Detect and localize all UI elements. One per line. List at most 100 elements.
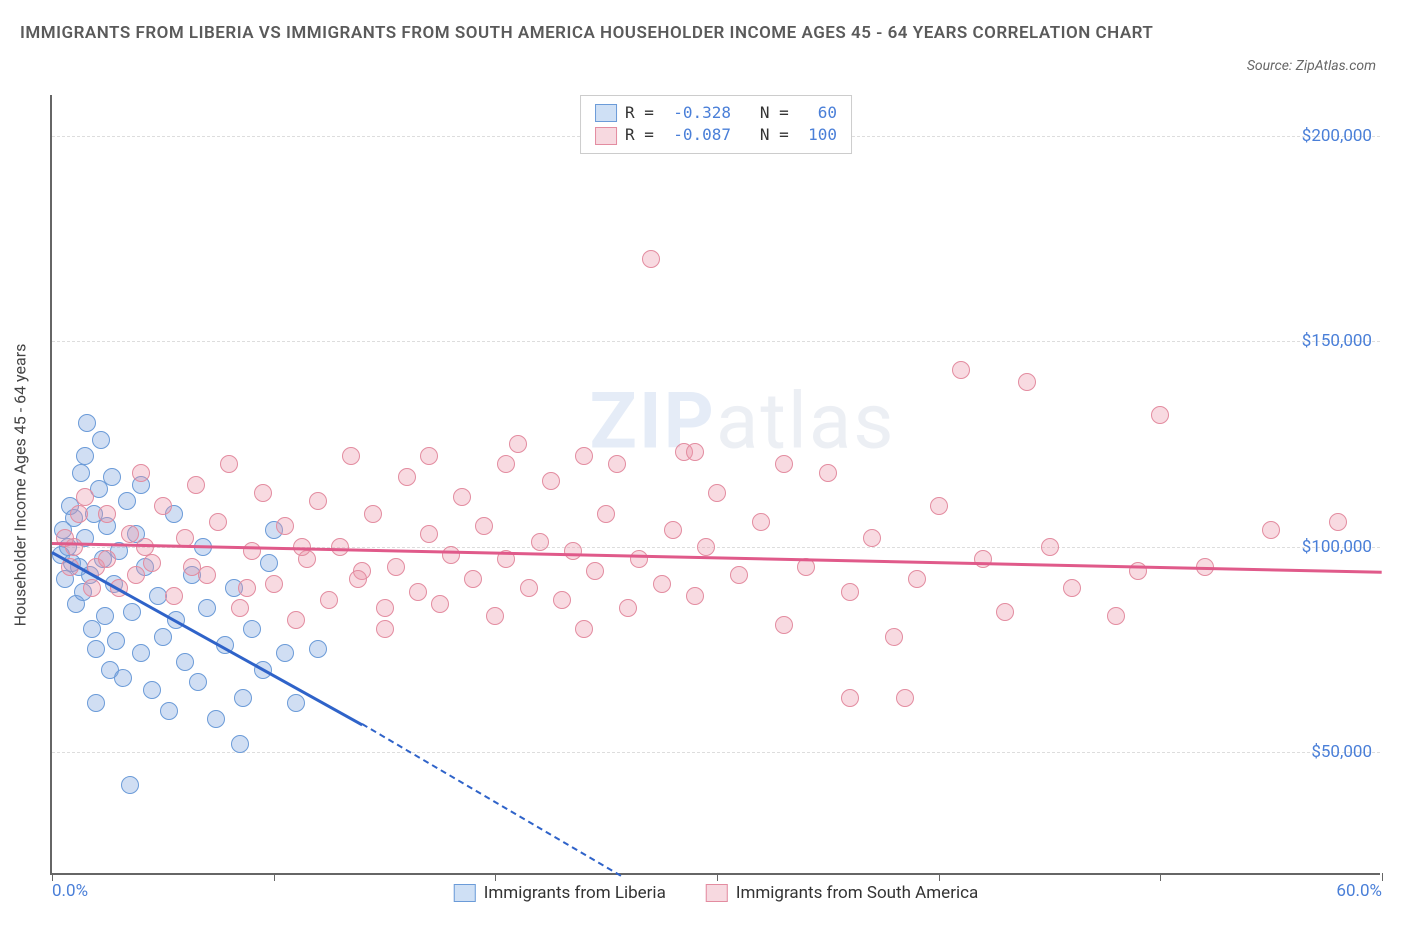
data-point xyxy=(265,575,283,593)
y-tick-label: $200,000 xyxy=(1302,126,1372,146)
data-point xyxy=(154,628,172,646)
data-point xyxy=(83,579,101,597)
data-point xyxy=(553,591,571,609)
data-point xyxy=(708,484,726,502)
data-point xyxy=(486,607,504,625)
data-point xyxy=(996,603,1014,621)
plot-region: ZIPatlas R = -0.328 N = 60R = -0.087 N =… xyxy=(50,95,1380,875)
data-point xyxy=(442,546,460,564)
data-point xyxy=(176,653,194,671)
legend-stats: R = -0.087 N = 100 xyxy=(625,124,837,146)
data-point xyxy=(885,628,903,646)
data-point xyxy=(107,632,125,650)
data-point xyxy=(1107,607,1125,625)
data-point xyxy=(608,455,626,473)
data-point xyxy=(841,689,859,707)
data-point xyxy=(189,673,207,691)
data-point xyxy=(653,575,671,593)
data-point xyxy=(127,566,145,584)
data-point xyxy=(453,488,471,506)
data-point xyxy=(123,603,141,621)
data-point xyxy=(1262,521,1280,539)
data-point xyxy=(475,517,493,535)
data-point xyxy=(409,583,427,601)
data-point xyxy=(509,435,527,453)
data-point xyxy=(1151,406,1169,424)
data-point xyxy=(775,455,793,473)
data-point xyxy=(209,513,227,531)
data-point xyxy=(309,492,327,510)
data-point xyxy=(597,505,615,523)
data-point xyxy=(974,550,992,568)
y-tick-label: $100,000 xyxy=(1302,537,1372,557)
data-point xyxy=(72,464,90,482)
data-point xyxy=(730,566,748,584)
data-point xyxy=(231,599,249,617)
data-point xyxy=(1041,538,1059,556)
data-point xyxy=(952,361,970,379)
data-point xyxy=(619,599,637,617)
data-point xyxy=(132,464,150,482)
series-legend-item: Immigrants from Liberia xyxy=(454,883,666,903)
data-point xyxy=(908,570,926,588)
data-point xyxy=(930,497,948,515)
data-point xyxy=(1329,513,1347,531)
data-point xyxy=(276,644,294,662)
data-point xyxy=(1018,373,1036,391)
data-point xyxy=(841,583,859,601)
data-point xyxy=(234,689,252,707)
data-point xyxy=(254,484,272,502)
data-point xyxy=(78,414,96,432)
x-tick-label: 60.0% xyxy=(1336,881,1382,901)
data-point xyxy=(387,558,405,576)
data-point xyxy=(349,570,367,588)
data-point xyxy=(132,644,150,662)
correlation-legend: R = -0.328 N = 60R = -0.087 N = 100 xyxy=(580,95,852,154)
data-point xyxy=(464,570,482,588)
data-point xyxy=(431,595,449,613)
data-point xyxy=(309,640,327,658)
data-point xyxy=(92,431,110,449)
data-point xyxy=(320,591,338,609)
data-point xyxy=(497,455,515,473)
data-point xyxy=(154,497,172,515)
data-point xyxy=(542,472,560,490)
legend-swatch xyxy=(595,127,617,145)
data-point xyxy=(697,538,715,556)
data-point xyxy=(586,562,604,580)
data-point xyxy=(243,620,261,638)
gridline xyxy=(52,341,1380,342)
trend-line-extrapolated xyxy=(362,723,622,877)
data-point xyxy=(260,554,278,572)
data-point xyxy=(160,702,178,720)
data-point xyxy=(287,611,305,629)
data-point xyxy=(819,464,837,482)
x-tick-mark xyxy=(1382,873,1383,881)
legend-swatch xyxy=(595,104,617,122)
data-point xyxy=(98,550,116,568)
series-name: Immigrants from South America xyxy=(736,883,978,903)
legend-swatch xyxy=(454,884,476,902)
watermark-atlas: atlas xyxy=(716,376,896,467)
data-point xyxy=(863,529,881,547)
data-point xyxy=(238,579,256,597)
data-point xyxy=(564,542,582,560)
data-point xyxy=(121,525,139,543)
data-point xyxy=(165,587,183,605)
data-point xyxy=(630,550,648,568)
data-point xyxy=(114,669,132,687)
data-point xyxy=(231,735,249,753)
legend-row: R = -0.087 N = 100 xyxy=(595,124,837,146)
data-point xyxy=(896,689,914,707)
data-point xyxy=(520,579,538,597)
data-point xyxy=(364,505,382,523)
data-point xyxy=(642,250,660,268)
gridline xyxy=(52,752,1380,753)
data-point xyxy=(376,620,394,638)
data-point xyxy=(118,492,136,510)
data-point xyxy=(96,607,114,625)
data-point xyxy=(686,587,704,605)
data-point xyxy=(420,525,438,543)
data-point xyxy=(70,505,88,523)
data-point xyxy=(420,447,438,465)
